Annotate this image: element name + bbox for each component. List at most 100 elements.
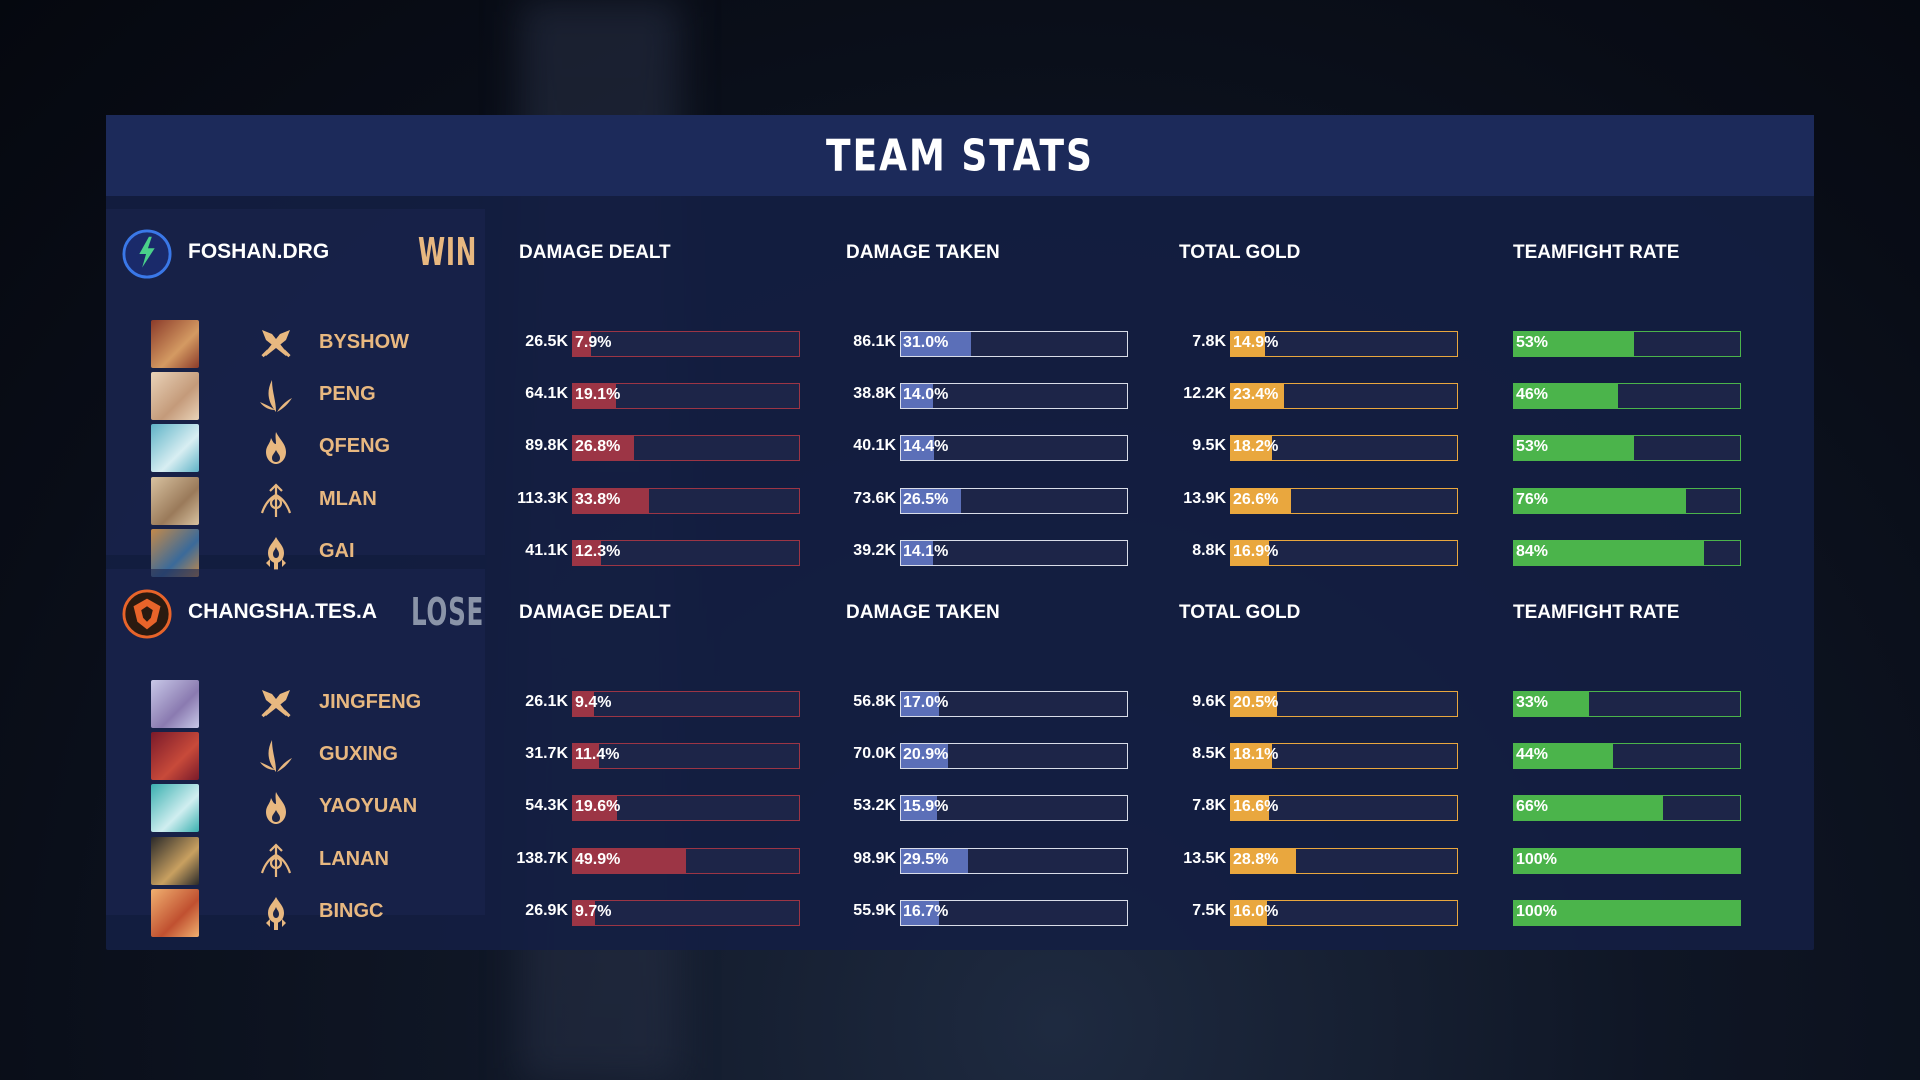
player-name: BINGC	[319, 899, 384, 922]
column-header: DAMAGE TAKEN	[846, 602, 1000, 623]
player-row: JINGFENG 26.1K 9.4% 56.8K 17.0% 9.6K 20.5% 33%	[106, 677, 1814, 729]
player-name: QFENG	[319, 435, 391, 458]
stat-bar-fill	[1514, 384, 1618, 409]
stat-bar: 28.8%	[1230, 847, 1458, 874]
column-header: TOTAL GOLD	[1179, 242, 1301, 263]
stat-bar-fill	[1231, 384, 1284, 409]
stat-bar: 19.6%	[572, 795, 800, 822]
stat-value: 31.7K	[525, 745, 568, 763]
tes-logo-icon	[122, 589, 172, 639]
stat-bar-fill	[1231, 900, 1268, 925]
stat-bar-fill	[1231, 744, 1272, 769]
stat-bar: 100%	[1513, 899, 1741, 926]
stat-bar-fill	[1231, 796, 1269, 821]
stat-value: 12.2K	[1183, 385, 1226, 403]
stat-percent: 7.9%	[575, 334, 612, 351]
stat-bar: 66%	[1513, 795, 1741, 822]
stat-bar-fill	[573, 796, 618, 821]
flame-icon	[258, 790, 294, 826]
hero-avatar	[151, 372, 199, 421]
stat-bar: 15.9%	[900, 795, 1128, 822]
stat-bar: 9.7%	[572, 899, 800, 926]
column-header: DAMAGE DEALT	[519, 242, 671, 263]
player-name: LANAN	[319, 847, 389, 870]
stat-bar: 100%	[1513, 847, 1741, 874]
hero-avatar	[151, 320, 199, 368]
stat-percent: 31.0%	[903, 334, 949, 351]
stat-percent: 44%	[1516, 746, 1549, 764]
stat-bar-fill	[901, 692, 940, 716]
stat-bar-fill	[1231, 436, 1273, 461]
stat-bar: 16.0%	[1230, 899, 1458, 926]
stat-value: 40.1K	[853, 437, 896, 455]
hero-avatar	[151, 888, 199, 937]
team-name: CHANGSHA.TES.A	[188, 600, 378, 623]
stat-value: 13.5K	[1183, 849, 1226, 867]
stat-bar: 53%	[1513, 331, 1741, 357]
stat-bar: 14.4%	[900, 435, 1128, 462]
stat-bar: 11.4%	[572, 743, 800, 770]
player-row: PENG 64.1K 19.1% 38.8K 14.0% 12.2K 23.4% 46%	[106, 369, 1814, 421]
stat-value: 89.8K	[525, 437, 568, 455]
stat-bar-fill	[901, 796, 937, 821]
player-name: JINGFENG	[319, 691, 422, 713]
stat-value: 7.5K	[1192, 901, 1226, 919]
stat-bar: 26.8%	[572, 435, 800, 462]
archer-icon	[258, 843, 294, 879]
hero-avatar	[151, 732, 199, 781]
column-header: TOTAL GOLD	[1179, 602, 1301, 623]
team-stats-panel: TEAM STATS FOSHAN.DRG WIN DAMAGE DEALT DAMA…	[106, 115, 1814, 950]
stat-bar: 84%	[1513, 539, 1741, 566]
stat-bar-fill	[1514, 332, 1634, 356]
stat-percent: 19.6%	[575, 798, 621, 816]
support-flame-icon	[258, 535, 294, 571]
stat-value: 70.0K	[853, 745, 896, 763]
player-name: MLAN	[319, 487, 377, 510]
stat-bar-fill	[1231, 540, 1270, 565]
support-flame-icon	[258, 895, 294, 931]
stat-bar: 16.7%	[900, 899, 1128, 926]
hero-avatar	[151, 476, 199, 525]
stat-bar: 53%	[1513, 435, 1741, 462]
crossed-swords-icon	[258, 686, 294, 722]
stat-value: 64.1K	[525, 385, 568, 403]
stat-bar: 19.1%	[572, 383, 800, 410]
stat-bar: 33%	[1513, 691, 1741, 717]
stat-bar-fill	[1514, 900, 1740, 925]
stat-bar-fill	[573, 848, 686, 873]
stat-bar-fill	[901, 744, 949, 769]
stat-bar-fill	[901, 332, 972, 356]
stat-bar: 9.4%	[572, 691, 800, 717]
stat-percent: 16.9%	[1233, 542, 1279, 560]
stat-value: 56.8K	[853, 693, 896, 710]
stat-value: 86.1K	[853, 333, 896, 350]
column-header: DAMAGE TAKEN	[846, 242, 1000, 263]
team-header: FOSHAN.DRG WIN DAMAGE DEALT DAMAGE TAKEN TOT…	[106, 209, 1814, 291]
stat-bar-fill	[901, 488, 961, 513]
player-name: GAI	[319, 539, 355, 562]
column-header: TEAMFIGHT RATE	[1513, 602, 1680, 623]
stat-percent: 100%	[1516, 902, 1557, 920]
stat-value: 7.8K	[1192, 797, 1226, 815]
stat-percent: 49.9%	[575, 850, 621, 868]
stat-value: 54.3K	[525, 797, 568, 815]
stat-bar-fill	[1514, 796, 1664, 821]
stat-bar: 14.1%	[900, 539, 1128, 566]
stat-bar: 20.9%	[900, 743, 1128, 770]
stat-bar: 46%	[1513, 383, 1741, 410]
stat-bar-fill	[1231, 692, 1278, 716]
player-row: BYSHOW 26.5K 7.9% 86.1K 31.0% 7.8K 14.9% 53%	[106, 317, 1814, 369]
stat-bar: 76%	[1513, 487, 1741, 514]
stat-percent: 16.6%	[1233, 798, 1279, 816]
lose-label: LOSE	[411, 590, 485, 634]
stat-bar-fill	[901, 436, 934, 461]
stat-percent: 9.7%	[575, 902, 612, 920]
stat-value: 26.9K	[525, 901, 568, 919]
leaf-blade-icon	[258, 378, 294, 414]
stat-percent: 14.1%	[903, 542, 949, 560]
stat-value: 41.1K	[525, 541, 568, 559]
stat-value: 55.9K	[853, 901, 896, 919]
stat-percent: 17.0%	[903, 694, 949, 711]
stat-percent: 16.0%	[1233, 902, 1279, 920]
stat-bar: 17.0%	[900, 691, 1128, 717]
